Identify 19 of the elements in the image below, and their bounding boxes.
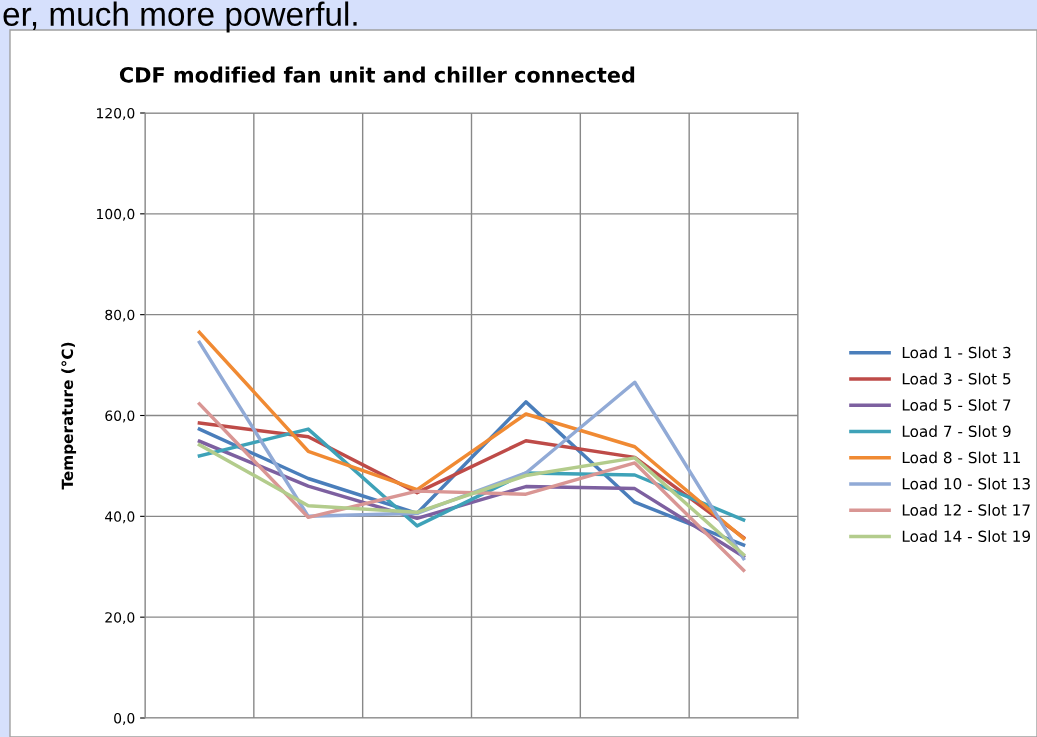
y-tick-label: 100,0: [97, 208, 135, 221]
y-tick-label: 60,0: [105, 410, 135, 423]
legend-label: Load 7 - Slot 9: [902, 425, 1011, 438]
text: er, much more powerful.: [3, 1, 357, 33]
chart-title: CDF modified fan unit and chiller connected: [119, 66, 635, 83]
y-tick-label: 0,0: [114, 712, 135, 725]
y-tick-label: 20,0: [105, 612, 135, 625]
legend-label: Load 14 - Slot 19: [902, 530, 1031, 543]
y-tick-label: 40,0: [105, 511, 135, 524]
legend-label: Load 12 - Slot 17: [902, 503, 1030, 516]
y-tick-label: 120,0: [97, 107, 135, 120]
legend-label: Load 1 - Slot 3: [902, 346, 1011, 359]
legend-label: Load 3 - Slot 5: [902, 372, 1011, 385]
legend-label: Load 10 - Slot 13: [902, 477, 1030, 490]
y-tick-label: 80,0: [105, 309, 135, 322]
y-axis-title: Temperature (°C): [61, 342, 77, 490]
line-series: [197, 402, 746, 573]
legend-label: Load 5 - Slot 7: [902, 398, 1011, 411]
legend-label: Load 8 - Slot 11: [902, 451, 1020, 464]
